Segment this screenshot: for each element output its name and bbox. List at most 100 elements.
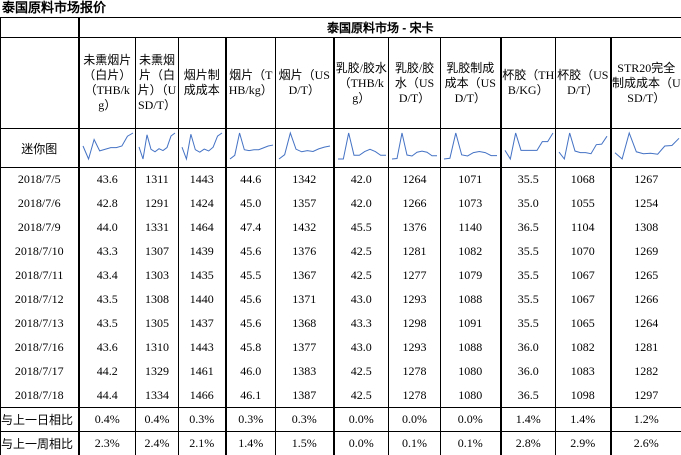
data-row: 2018/7/16 43.6 1310 1443 45.8 1377 43.0 1293 108… xyxy=(0,335,681,360)
cell: 1.4% xyxy=(555,407,611,432)
column-header: 未熏烟片（白片）（THB/kg） xyxy=(77,37,136,129)
cell: 0.3% xyxy=(224,407,276,432)
cell: 1464 xyxy=(178,215,226,240)
cell: 1.2% xyxy=(609,407,681,432)
sparkline xyxy=(138,132,176,160)
cell: 1437 xyxy=(178,311,226,336)
cell: 1265 xyxy=(609,263,681,288)
cell: 1357 xyxy=(275,191,334,216)
cell: 1267 xyxy=(609,167,681,192)
cell: 42.5 xyxy=(332,383,389,408)
sparkline-line xyxy=(229,132,273,160)
sparkline xyxy=(391,132,437,160)
sparkline-cell xyxy=(135,128,179,168)
cell: 35.0 xyxy=(499,191,556,216)
data-row: 2018/7/12 43.5 1308 1440 45.6 1371 43.0 1293 108… xyxy=(0,287,681,312)
column-header: 乳胶制成成本（USD/T） xyxy=(440,37,501,129)
cell: 36.0 xyxy=(499,359,556,384)
cell: 43.5 xyxy=(77,287,136,312)
data-row: 2018/7/18 44.4 1334 1466 46.1 1387 42.5 1278 108… xyxy=(0,383,681,408)
cell: 43.6 xyxy=(77,167,136,192)
cell: 36.5 xyxy=(499,215,556,240)
cell: 35.5 xyxy=(499,311,556,336)
price-table: 泰国原料市场 - 宋卡 未熏烟片（白片）（THB/kg） 未熏烟片（白片）（USD/… xyxy=(0,17,681,455)
cell: 1432 xyxy=(275,215,334,240)
cell: 2.3% xyxy=(77,431,136,455)
data-row: 2018/7/13 43.5 1305 1437 45.6 1368 43.3 1298 109… xyxy=(0,311,681,336)
column-header-row: 未熏烟片（白片）（THB/kg） 未熏烟片（白片）（USD/T） 烟片制成成本 烟片（… xyxy=(0,37,681,129)
column-header: 烟片制成成本 xyxy=(178,37,226,129)
cell: 36.5 xyxy=(499,383,556,408)
cell: 1055 xyxy=(555,191,611,216)
cell: 1424 xyxy=(178,191,226,216)
cell: 45.6 xyxy=(224,311,276,336)
cell: 1331 xyxy=(135,215,179,240)
cell: 46.0 xyxy=(224,359,276,384)
cell: 43.5 xyxy=(77,311,136,336)
cell: 2.9% xyxy=(555,431,611,455)
cell: 42.5 xyxy=(332,239,389,264)
cell: 1367 xyxy=(275,263,334,288)
cell: 1439 xyxy=(178,239,226,264)
row-label: 与上一日相比 xyxy=(0,407,79,432)
summary-row: 与上一日相比 0.4% 0.4% 0.3% 0.3% 0.3% 0.0% 0.0% 0.0% 1.… xyxy=(0,407,681,432)
cell: 1297 xyxy=(609,383,681,408)
group-header-row: 泰国原料市场 - 宋卡 xyxy=(0,17,681,38)
cell: 35.5 xyxy=(499,287,556,312)
cell: 1310 xyxy=(135,335,179,360)
sparkline-line xyxy=(181,132,223,161)
cell: 1303 xyxy=(135,263,179,288)
column-header: 乳胶/胶水（THB/kg） xyxy=(332,37,389,129)
cell: 1281 xyxy=(609,335,681,360)
column-header: 乳胶/胶水（USD/T） xyxy=(388,37,441,129)
cell: 43.4 xyxy=(77,263,136,288)
cell: 1070 xyxy=(555,239,611,264)
cell: 45.5 xyxy=(224,263,276,288)
data-row: 2018/7/17 44.2 1329 1461 46.0 1383 42.5 1278 108… xyxy=(0,359,681,384)
cell: 1383 xyxy=(275,359,334,384)
summary-row: 与上一周相比 2.3% 2.4% 2.1% 1.4% 1.5% 0.0% 0.1% 0.1% 2.… xyxy=(0,431,681,455)
row-label: 2018/7/5 xyxy=(0,167,79,192)
cell: 45.0 xyxy=(224,191,276,216)
sparkline-line xyxy=(504,132,553,161)
column-header: STR20完全制成成本（USD/T） xyxy=(609,37,681,129)
cell: 42.0 xyxy=(332,191,389,216)
cell: 1440 xyxy=(178,287,226,312)
cell: 45.5 xyxy=(332,215,389,240)
cell: 1329 xyxy=(135,359,179,384)
sparkline-line xyxy=(82,132,133,161)
cell: 1088 xyxy=(440,287,501,312)
cell: 1140 xyxy=(440,215,501,240)
cell: 43.6 xyxy=(77,335,136,360)
cell: 1281 xyxy=(388,239,441,264)
cell: 2.4% xyxy=(135,431,179,455)
cell: 1071 xyxy=(440,167,501,192)
cell: 1266 xyxy=(609,287,681,312)
cell: 1298 xyxy=(388,311,441,336)
cell: 1307 xyxy=(135,239,179,264)
page-title: 泰国原料市场报价 xyxy=(2,0,107,15)
column-header: 杯胶（THB/KG） xyxy=(499,37,556,129)
row-label: 迷你图 xyxy=(0,128,79,168)
cell: 1083 xyxy=(555,359,611,384)
column-header: 烟片（THB/kg） xyxy=(224,37,276,129)
sparkline-row: 迷你图 xyxy=(0,128,681,168)
sparkline-line xyxy=(614,131,679,160)
column-header: 未熏烟片（白片）（USD/T） xyxy=(135,37,179,129)
sparkline xyxy=(558,132,608,161)
cell: 1311 xyxy=(135,167,179,192)
cell: 1291 xyxy=(135,191,179,216)
sparkline-line xyxy=(278,131,331,160)
cell: 42.8 xyxy=(77,191,136,216)
cell: 1376 xyxy=(388,215,441,240)
cell: 1067 xyxy=(555,287,611,312)
cell: 1.4% xyxy=(224,431,276,455)
cell: 0.3% xyxy=(178,407,226,432)
row-label: 与上一周相比 xyxy=(0,431,79,455)
cell: 45.6 xyxy=(224,239,276,264)
sparkline-cell xyxy=(77,128,136,168)
row-label: 2018/7/16 xyxy=(0,335,79,360)
cell: 43.3 xyxy=(77,239,136,264)
data-row: 2018/7/6 42.8 1291 1424 45.0 1357 42.0 1266 1073… xyxy=(0,191,681,216)
sparkline-cell xyxy=(224,128,276,168)
